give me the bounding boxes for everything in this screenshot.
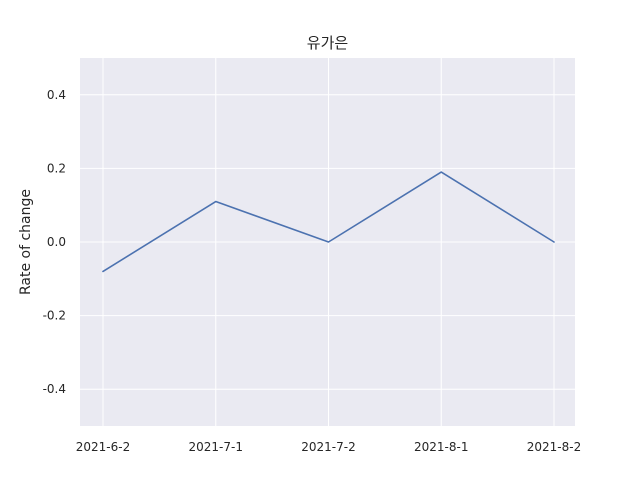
x-tick-label: 2021-7-1 (189, 440, 243, 454)
x-tick-label: 2021-8-2 (527, 440, 581, 454)
x-tick-label: 2021-7-2 (301, 440, 355, 454)
y-tick-label: 0.0 (47, 235, 66, 249)
x-tick-label: 2021-8-1 (414, 440, 468, 454)
series-layer (102, 171, 555, 273)
x-tick-label: 2021-6-2 (76, 440, 130, 454)
y-tick-label: 0.4 (47, 88, 66, 102)
x-tick-labels: 2021-6-2 2021-7-1 2021-7-2 2021-8-1 2021-8-2 (76, 440, 581, 454)
y-tick-label: -0.4 (43, 382, 66, 396)
y-axis-label: Rate of change (18, 189, 34, 295)
y-tick-label: 0.2 (47, 161, 66, 175)
chart-title: 유가은 (307, 34, 348, 52)
y-tick-label: -0.2 (43, 309, 66, 323)
y-tick-labels: 0.4 0.2 0.0 -0.2 -0.4 (43, 88, 66, 396)
